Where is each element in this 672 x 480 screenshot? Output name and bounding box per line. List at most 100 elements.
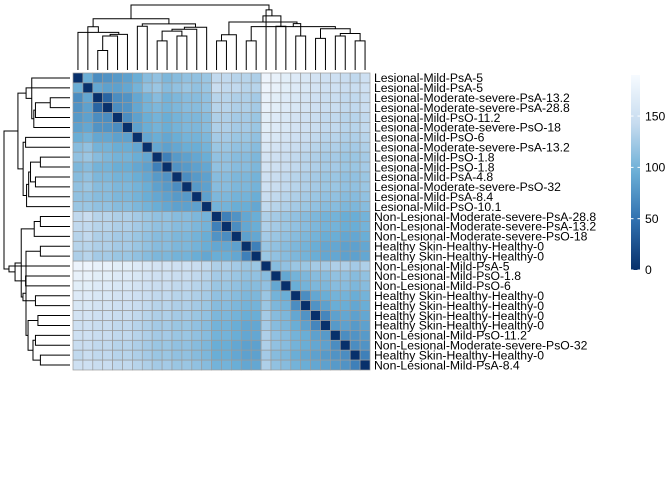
row-label: Non-Lesional-Moderate-severe-PsA-28.8 [374,210,596,224]
heatmap-cell [181,181,193,193]
heatmap-cell [122,339,133,351]
heatmap-cell [300,330,311,341]
heatmap-cell [72,141,84,153]
heatmap-cell [300,260,311,272]
heatmap-cell [300,161,311,173]
heatmap-cell [231,191,242,203]
heatmap-cell [359,171,371,183]
heatmap-cell [300,191,311,203]
heatmap-cell [102,221,113,232]
heatmap-cell [250,141,262,153]
dendrogram-branch [32,339,41,361]
heatmap-cell [72,82,84,94]
heatmap-cell [359,290,371,302]
heatmap-cell [260,339,272,351]
heatmap-cell [82,181,94,193]
row-label: Non-Lesional-Mild-PsO-1.8 [374,269,521,283]
heatmap-cell [260,320,272,331]
heatmap-cell [191,300,203,311]
heatmap-cell [151,339,163,351]
heatmap-cell [320,260,331,272]
heatmap-cell [300,82,311,94]
heatmap-cell [151,122,163,133]
dendrogram-branch [14,262,26,282]
heatmap-cell [211,240,222,252]
heatmap-cell [250,339,262,351]
heatmap-cell [92,181,104,193]
heatmap-cell [102,330,113,341]
heatmap-cell [270,310,282,321]
heatmap-cell [290,161,302,173]
heatmap-cell [141,290,153,302]
heatmap-cell [82,72,94,84]
heatmap-cell [92,72,104,84]
dendrogram-branch [161,30,183,41]
heatmap-cell [171,231,183,242]
heatmap-cell [339,270,351,282]
heatmap-cell [201,132,212,143]
heatmap-cell [211,290,222,302]
column-dendrogram [77,4,366,70]
heatmap-cell [82,151,94,163]
heatmap-cell [240,290,252,302]
heatmap-cell [290,349,302,361]
heatmap-cell [82,339,94,351]
heatmap-cell [290,320,302,331]
heatmap-cell [92,112,104,123]
heatmap-cell [82,300,94,311]
heatmap-cell [250,151,262,163]
dendrogram-branch [141,23,197,28]
heatmap-cell [92,201,104,212]
heatmap-cell [181,122,193,133]
heatmap-cell [310,231,321,242]
heatmap-cell [270,102,282,113]
heatmap-cell [231,122,242,133]
heatmap-cell [359,102,371,113]
legend-tick-label: 0 [645,263,652,277]
heatmap-cell [349,191,361,203]
row-label: Lesional-Mild-PsA-8.4 [374,190,493,204]
heatmap-cell [320,330,331,341]
heatmap-cell [270,280,282,292]
heatmap-cell [112,359,123,371]
dendrogram-branch [30,161,41,183]
heatmap-cell [320,300,331,311]
heatmap-cell [280,72,292,84]
heatmap-cell [181,250,193,262]
heatmap-cell [349,201,361,212]
heatmap-cell [122,270,133,282]
heatmap-cell [72,92,84,104]
heatmap-cell [181,211,193,222]
heatmap-cell [280,92,292,104]
heatmap-cell [72,201,84,212]
row-label: Lesional-Mild-PsO-6 [374,131,485,145]
heatmap-cell [161,320,173,331]
heatmap-cell [151,82,163,94]
heatmap-cell [359,181,371,193]
heatmap-cell [221,211,232,222]
heatmap-cell [211,132,222,143]
heatmap-cell [102,231,113,242]
heatmap-cell [191,92,203,104]
heatmap-cell [250,359,262,371]
heatmap-cell [102,270,113,282]
heatmap-cell [181,280,193,292]
heatmap-cell [151,300,163,311]
heatmap-cell [221,231,232,242]
heatmap-cell [211,359,222,371]
heatmap-cell [122,221,133,232]
heatmap-cell [191,240,203,252]
heatmap-cell [280,250,292,262]
heatmap-cell [141,300,153,311]
heatmap-cell [300,339,311,351]
row-label: Lesional-Moderate-severe-PsA-13.2 [374,91,570,105]
heatmap-cell [72,330,84,341]
heatmap-cell [161,132,173,143]
dendrogram-branch [315,37,326,70]
heatmap-cell [320,349,331,361]
heatmap-cell [359,310,371,321]
heatmap-cell [141,349,153,361]
heatmap-cell [221,221,232,232]
heatmap-cell [171,191,183,203]
heatmap-cell [310,112,321,123]
